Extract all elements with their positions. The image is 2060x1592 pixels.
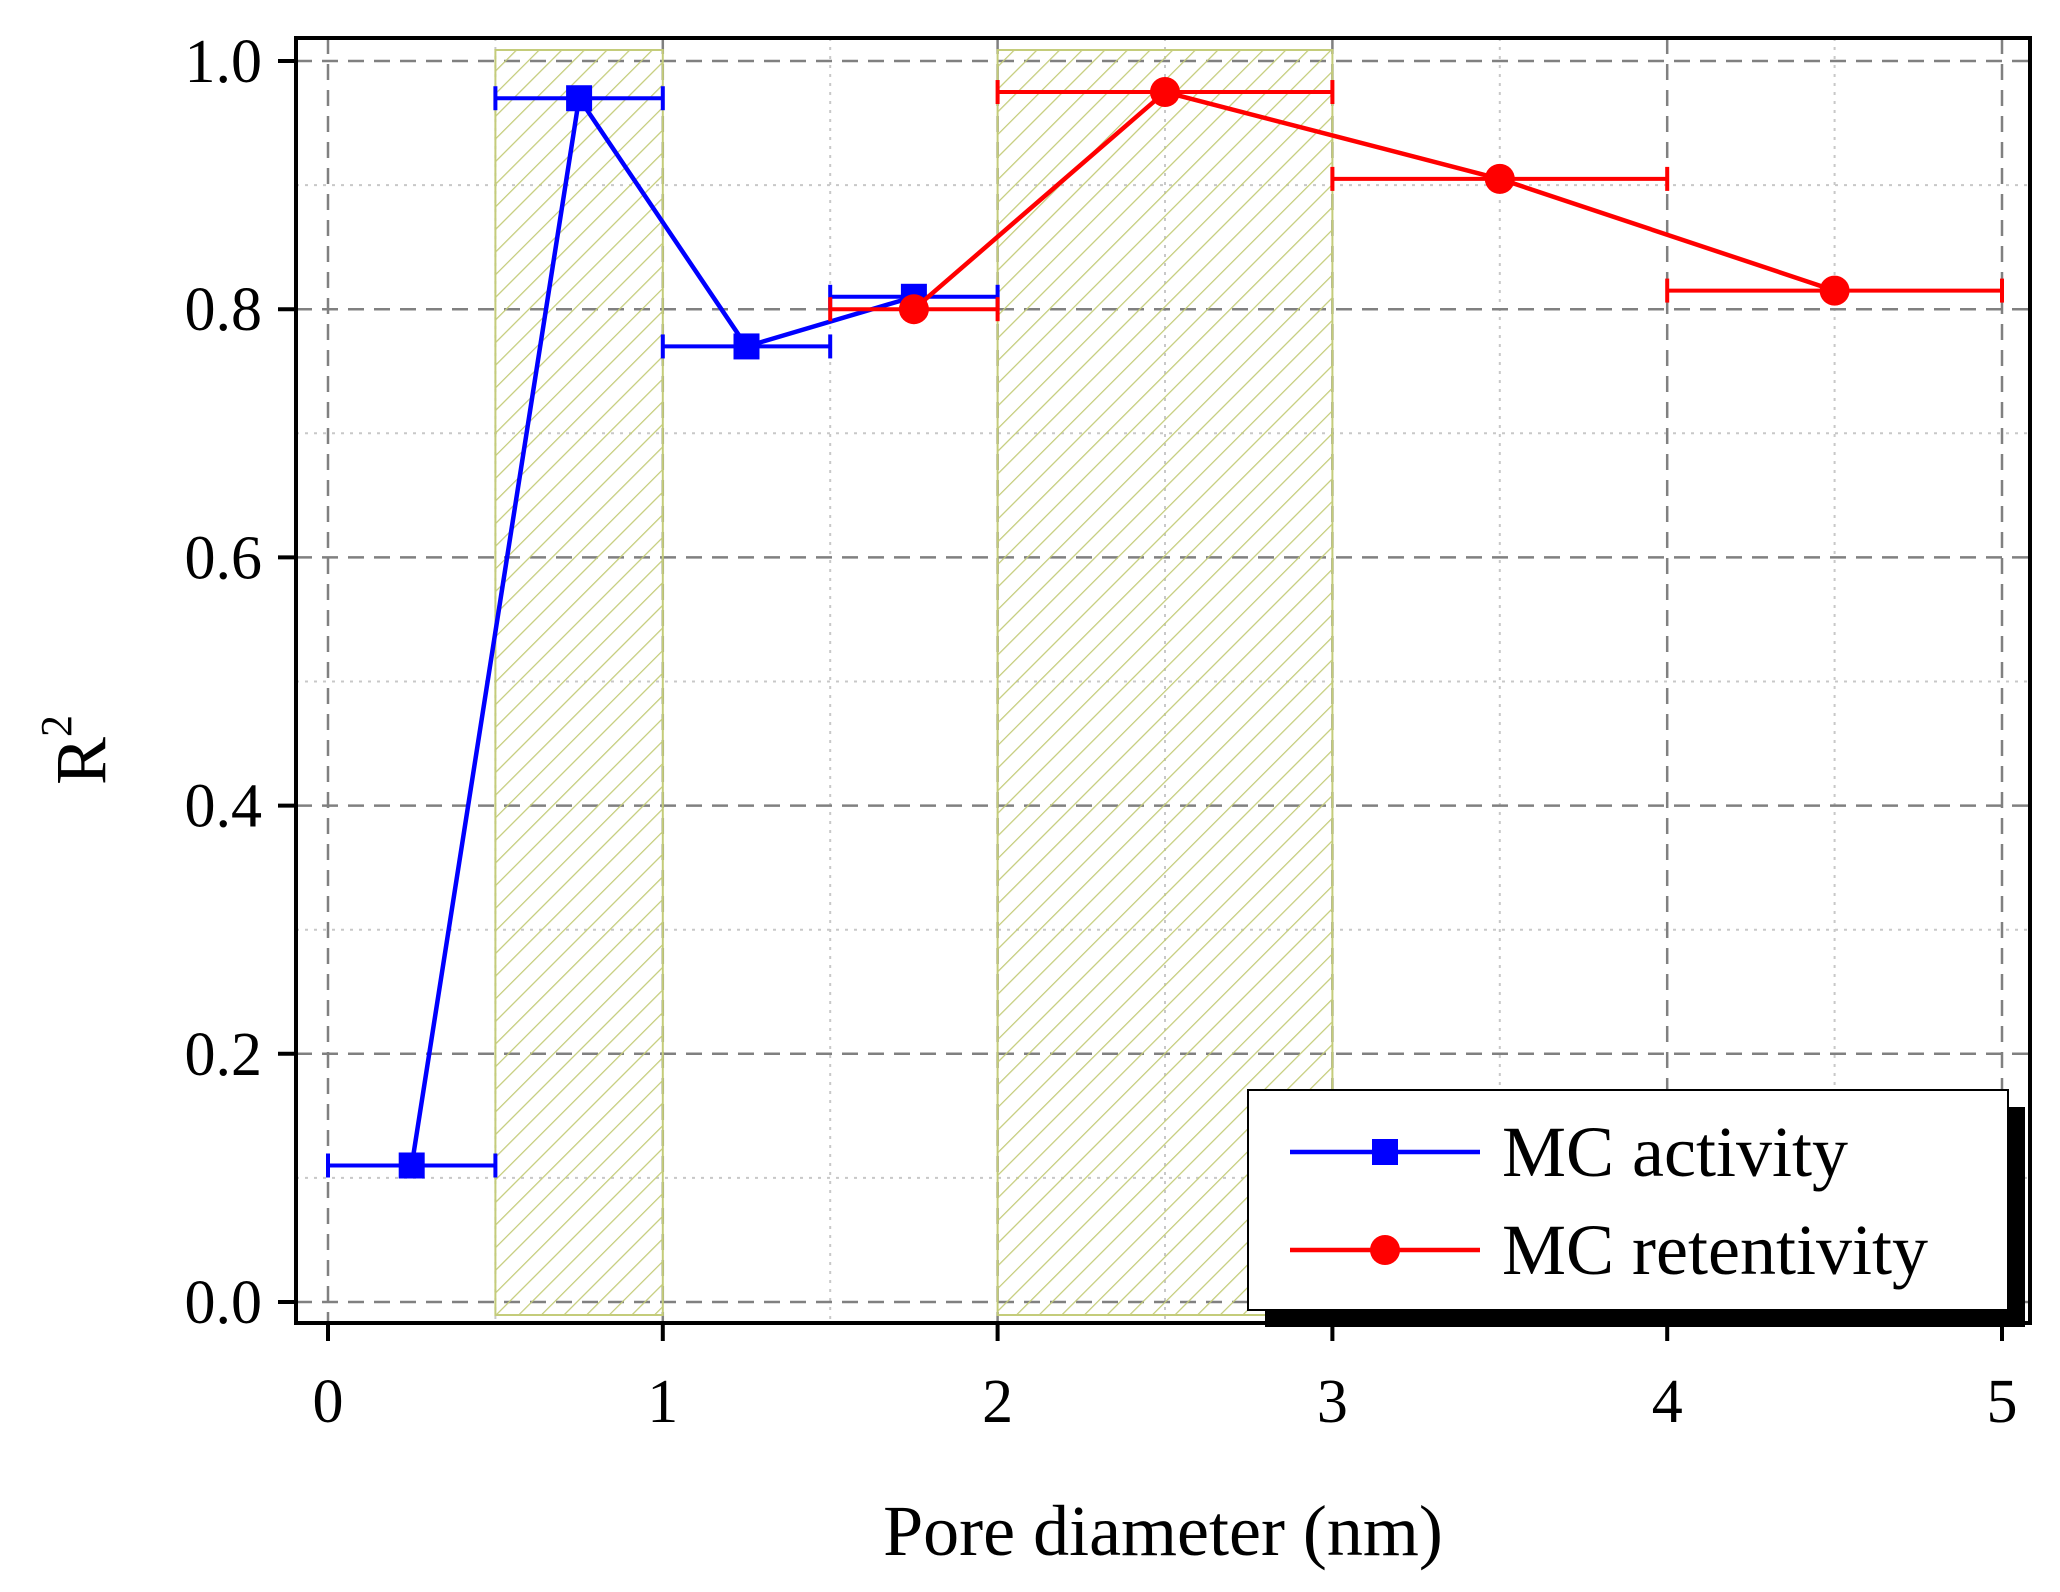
y-axis-title: R2	[32, 715, 121, 785]
y-axis-title-base: R	[41, 737, 121, 785]
legend-label: MC retentivity	[1502, 1210, 1928, 1290]
data-point	[566, 85, 593, 112]
data-point	[898, 294, 929, 325]
x-tick-label: 4	[1652, 1368, 1683, 1436]
x-axis-title: Pore diameter (nm)	[883, 1491, 1443, 1571]
data-point	[1484, 163, 1515, 194]
x-tick-label: 2	[982, 1368, 1013, 1436]
series-layer	[326, 77, 2004, 1179]
y-tick-label: 0.0	[185, 1269, 263, 1337]
plot-frame	[294, 36, 2032, 1325]
legend-label: MC activity	[1502, 1112, 1848, 1192]
x-tick-label: 0	[313, 1368, 344, 1436]
legend-marker	[1372, 1139, 1398, 1165]
x-tick-label: 5	[1987, 1368, 2018, 1436]
data-point	[398, 1152, 425, 1179]
y-axis: 0.0 0.2 0.4 0.6 0.8 1.0	[185, 28, 296, 1337]
y-tick-label: 0.8	[185, 276, 263, 344]
legend-item: MC retentivity	[1290, 1210, 1928, 1290]
y-tick-label: 1.0	[185, 28, 263, 96]
legend-item: MC activity	[1290, 1112, 1848, 1192]
y-tick-label: 0.2	[185, 1021, 263, 1089]
svg-text:R2: R2	[32, 715, 121, 785]
legend: MC activity MC retentivity	[1247, 1089, 2025, 1327]
x-tick-label: 3	[1317, 1368, 1348, 1436]
data-point	[1150, 77, 1180, 108]
y-tick-label: 0.6	[185, 524, 263, 592]
series-mc-activity	[326, 85, 1000, 1179]
series-line	[912, 89, 1836, 311]
legend-box	[1247, 1089, 2009, 1311]
legend-marker	[1370, 1235, 1400, 1265]
y-axis-title-superscript: 2	[32, 715, 81, 737]
data-point	[1819, 275, 1850, 306]
series-mc-retentivity	[828, 77, 2004, 325]
shaded-region	[494, 49, 664, 1316]
x-tick-label: 1	[647, 1368, 678, 1436]
series-line	[409, 95, 915, 1166]
x-axis: 0 1 2 3 4 5	[313, 1323, 2018, 1436]
data-point	[733, 333, 760, 360]
y-tick-label: 0.4	[185, 773, 263, 841]
